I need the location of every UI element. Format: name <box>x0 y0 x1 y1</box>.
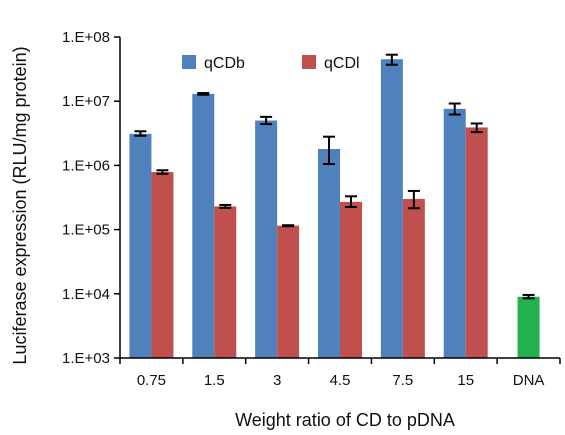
bar-qCDl-15 <box>465 127 488 359</box>
bar-qCDb-1.5 <box>192 93 215 359</box>
legend-swatch-qCDb <box>182 55 196 69</box>
bar-qCDb-0.75 <box>129 133 152 358</box>
x-tick-label: 0.75 <box>137 372 166 389</box>
y-tick-label: 1.E+06 <box>62 157 110 174</box>
y-axis-title: Luciferase expression (RLU/mg protein) <box>10 46 30 364</box>
labels-layer: 1.E+03 1.E+04 1.E+05 1.E+06 1.E+07 1.E+08 0.75… <box>62 29 544 389</box>
bars-layer <box>129 59 540 359</box>
bar-qCDl-0.75 <box>151 171 174 358</box>
bar-qCDb-7.5 <box>380 59 403 358</box>
legend-swatch-qCDl <box>302 55 316 69</box>
y-tick-label: 1.E+07 <box>62 93 110 110</box>
error-bars-layer <box>134 53 535 300</box>
y-tick-label: 1.E+04 <box>62 286 110 303</box>
bar-control-DNA <box>517 296 540 358</box>
legend-label-qCDb: qCDb <box>204 55 245 72</box>
y-tick-label: 1.E+08 <box>62 29 110 46</box>
x-tick-label: DNA <box>513 372 545 389</box>
bar-qCDl-1.5 <box>214 206 237 358</box>
legend-label-qCDl: qCDl <box>324 55 360 72</box>
x-tick-label: 4.5 <box>330 372 351 389</box>
x-tick-label: 1.5 <box>204 372 225 389</box>
bar-qCDb-3 <box>255 120 278 358</box>
bar-qCDb-4.5 <box>318 149 340 358</box>
x-axis-title: Weight ratio of CD to pDNA <box>235 410 455 430</box>
legend: qCDb qCDl <box>182 55 360 72</box>
bar-qCDb-15 <box>443 108 466 358</box>
x-tick-label: 3 <box>273 372 281 389</box>
bar-qCDl-4.5 <box>340 201 362 358</box>
axes-layer <box>114 36 561 364</box>
x-tick-label: 7.5 <box>392 372 413 389</box>
y-tick-label: 1.E+05 <box>62 222 110 239</box>
x-tick-label: 15 <box>457 372 474 389</box>
bar-qCDl-7.5 <box>402 198 425 358</box>
bar-qCDl-3 <box>277 225 300 358</box>
y-tick-label: 1.E+03 <box>62 350 110 367</box>
